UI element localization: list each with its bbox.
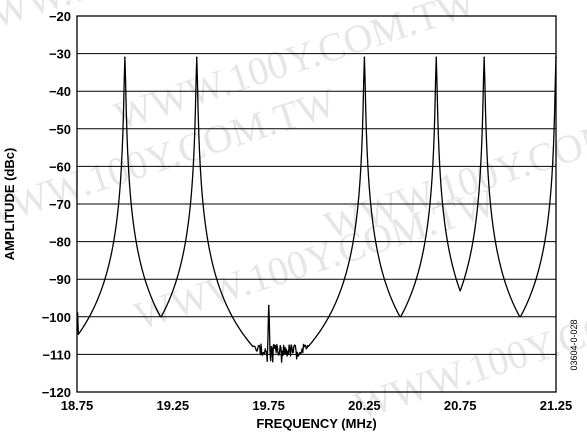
spectral-peak [435, 56, 438, 59]
y-tick-label: −120 [42, 385, 71, 400]
y-tick-labels: −20 −30 −40 −50 −60 −70 −80 −90 −100 −110 −120 [42, 9, 71, 400]
spectrum-line [76, 56, 557, 363]
x-tick-labels: 18.75 19.25 19.75 20.25 20.75 21.25 [61, 398, 573, 413]
y-tick-label: −90 [49, 272, 71, 287]
x-tick-label: 18.75 [61, 398, 94, 413]
x-tick-label: 19.25 [157, 398, 190, 413]
figure-id: 03604-0-028 [569, 319, 579, 370]
y-tick-label: −100 [42, 310, 71, 325]
y-tick-label: −70 [49, 197, 71, 212]
spectral-peak [363, 56, 366, 59]
grid-lines [77, 15, 556, 393]
x-tick-label: 21.25 [540, 398, 573, 413]
x-tick-label: 20.75 [444, 398, 477, 413]
spectral-peak [483, 56, 485, 59]
watermark-layer: WWW.100Y.COM.TWWWW.100Y.COM.TWWWW.100Y.C… [0, 0, 587, 429]
y-tick-label: −20 [49, 9, 71, 24]
y-tick-label: −50 [49, 122, 71, 137]
spectral-peak [267, 304, 270, 307]
y-tick-label: −60 [49, 159, 71, 174]
y-tick-label: −110 [42, 347, 71, 362]
x-axis-label: FREQUENCY (MHz) [256, 416, 376, 431]
x-tick-label: 19.75 [252, 398, 285, 413]
spectral-peak [195, 56, 198, 59]
y-axis-label: AMPLITUDE (dBc) [2, 148, 17, 261]
watermark-text: WWW.100Y.COM.TW [0, 0, 321, 49]
spectral-peak [124, 56, 126, 59]
x-tick-label: 20.25 [348, 398, 381, 413]
y-tick-label: −80 [49, 235, 71, 250]
y-tick-label: −30 [49, 47, 71, 62]
y-tick-label: −40 [49, 84, 71, 99]
plot-frame [76, 15, 557, 393]
